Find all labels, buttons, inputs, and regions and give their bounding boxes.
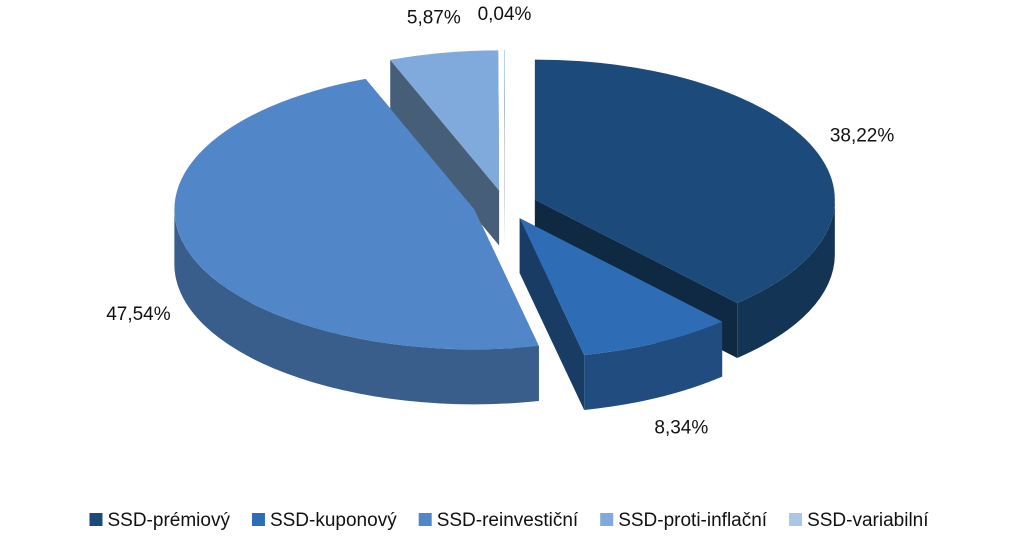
slice <box>519 218 723 355</box>
legend-label: SSD-kuponový <box>270 510 397 531</box>
slice <box>390 50 500 191</box>
slice-wall <box>519 218 585 410</box>
slice <box>534 59 835 303</box>
legend-swatch <box>600 513 614 526</box>
data-label: 8,34% <box>654 418 708 439</box>
slice <box>504 50 505 191</box>
slice-wall <box>390 59 500 246</box>
legend-swatch <box>789 513 803 526</box>
legend-label: SSD-reinvestiční <box>437 510 579 531</box>
data-label: 38,22% <box>830 125 895 146</box>
legend-swatch <box>251 513 265 526</box>
legend-label: SSD-prémiový <box>107 510 230 531</box>
data-label: 5,87% <box>407 7 461 28</box>
legend-swatch <box>89 513 103 526</box>
data-label: 47,54% <box>106 304 171 325</box>
slice-wall <box>504 50 505 246</box>
legend-label: SSD-variabilní <box>807 510 929 531</box>
slice-side <box>584 321 723 410</box>
slice-side <box>174 209 539 405</box>
slice-side <box>737 199 835 358</box>
legend: SSD-prémiový SSD-kuponový SSD-reinvestiční… <box>89 510 929 531</box>
legend-swatch <box>418 513 432 526</box>
slice <box>174 78 539 350</box>
legend-label: SSD-proti-inflační <box>618 510 768 531</box>
data-label: 0,04% <box>478 4 532 25</box>
